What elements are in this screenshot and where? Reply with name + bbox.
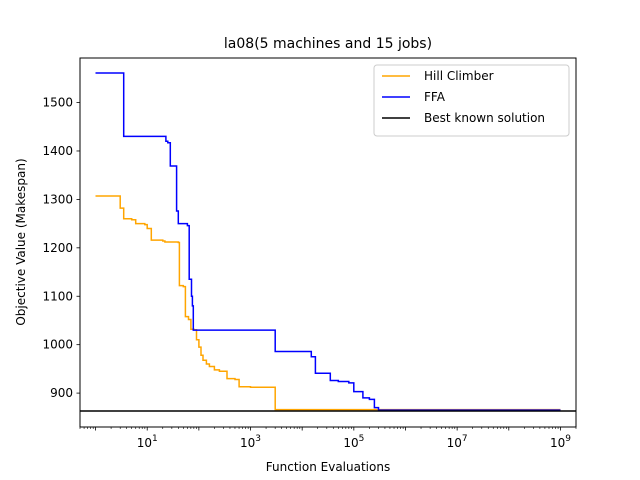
series-line-1: [95, 72, 561, 411]
plot-area-frame: [79, 57, 577, 428]
y-axis-label: Objective Value (Makespan): [14, 158, 28, 325]
x-tick-label: 103: [240, 434, 261, 450]
y-tick-label: 1300: [42, 192, 73, 206]
series-line-0: [95, 195, 561, 411]
y-axis: 900 1000 1100 1200 1300 1400 1500: [42, 96, 80, 400]
x-axis-label: Function Evaluations: [266, 460, 390, 474]
chart-title: la08(5 machines and 15 jobs): [224, 36, 432, 52]
x-axis: 101 103 105 107 109: [79, 427, 577, 450]
y-tick-label: 1200: [42, 241, 73, 255]
legend: Hill Climber FFA Best known solution: [373, 64, 570, 137]
legend-label: FFA: [424, 90, 446, 104]
legend-box: [373, 64, 570, 137]
x-tick-label: 109: [550, 434, 571, 450]
x-tick-label: 105: [343, 434, 364, 450]
y-tick-label: 1000: [42, 338, 73, 352]
legend-label: Best known solution: [424, 111, 545, 125]
y-tick-label: 1100: [42, 289, 73, 303]
y-tick-label: 1500: [42, 96, 73, 110]
legend-label: Hill Climber: [424, 69, 494, 83]
y-tick-label: 1400: [42, 144, 73, 158]
x-tick-label: 107: [447, 434, 468, 450]
series-layer: [80, 72, 576, 412]
y-tick-label: 900: [50, 386, 73, 400]
x-tick-label: 101: [137, 434, 158, 450]
